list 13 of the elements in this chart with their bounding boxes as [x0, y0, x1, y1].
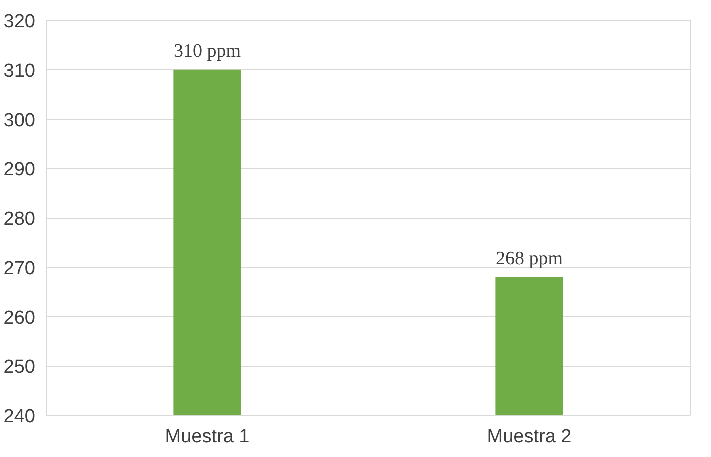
- y-tick-label: 270: [4, 258, 36, 280]
- y-tick-label: 320: [4, 12, 36, 32]
- data-label: 268 ppm: [496, 248, 564, 270]
- y-tick-label: 310: [4, 60, 36, 82]
- y-tick-label: 260: [4, 308, 36, 329]
- y-tick-label: 280: [4, 209, 36, 230]
- x-tick-label: Muestra 2: [487, 426, 572, 448]
- data-label: 310 ppm: [174, 40, 242, 62]
- x-tick-label: Muestra 1: [165, 426, 250, 448]
- y-tick-label: 290: [4, 160, 36, 181]
- y-tick-label: 300: [4, 110, 36, 132]
- y-tick-label: 250: [4, 357, 36, 378]
- y-tick-label: 240: [4, 406, 36, 428]
